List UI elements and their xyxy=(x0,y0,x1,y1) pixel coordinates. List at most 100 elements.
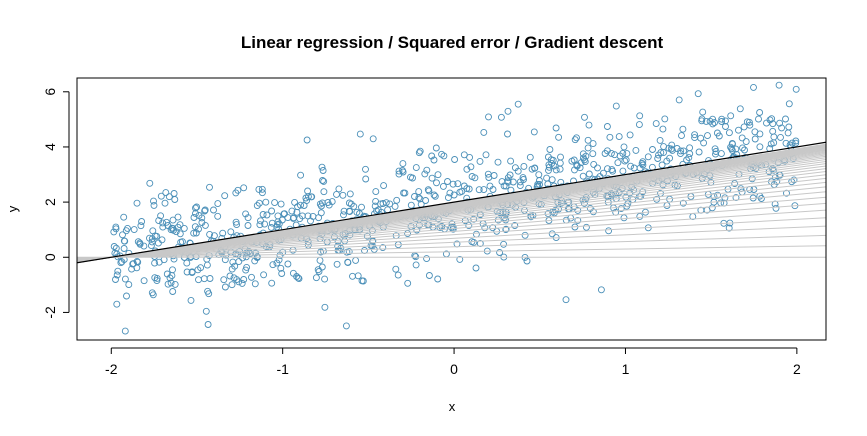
data-point xyxy=(317,248,325,256)
data-point xyxy=(728,145,736,153)
data-point xyxy=(668,141,676,149)
data-point xyxy=(546,146,554,153)
final-fit-line xyxy=(77,141,826,264)
data-point xyxy=(741,146,748,154)
data-point xyxy=(636,112,644,120)
data-point xyxy=(255,185,263,193)
data-point xyxy=(756,143,764,151)
data-point xyxy=(421,170,429,178)
data-point xyxy=(317,209,325,217)
data-point xyxy=(658,161,666,169)
data-point xyxy=(404,230,412,238)
data-point xyxy=(766,116,774,124)
data-point xyxy=(654,155,662,162)
data-point xyxy=(394,271,402,279)
data-point xyxy=(121,275,129,283)
data-point xyxy=(409,174,416,182)
data-point xyxy=(232,218,240,226)
data-point xyxy=(632,146,640,154)
data-point xyxy=(500,240,508,248)
x-tick-label: 1 xyxy=(622,361,630,377)
data-point xyxy=(120,245,128,252)
data-point xyxy=(673,145,681,152)
data-point xyxy=(465,222,473,230)
data-point xyxy=(278,270,286,277)
data-point xyxy=(161,199,169,207)
data-point xyxy=(284,260,292,268)
data-point xyxy=(431,192,439,200)
data-point xyxy=(362,165,369,173)
data-point xyxy=(243,263,251,271)
data-point xyxy=(785,123,793,131)
data-point xyxy=(666,154,674,162)
data-point xyxy=(722,117,729,125)
x-tick-label: 2 xyxy=(793,361,801,377)
data-point xyxy=(146,234,153,242)
data-point xyxy=(316,256,324,264)
data-point xyxy=(157,212,165,220)
data-point xyxy=(507,157,515,165)
data-point xyxy=(718,118,726,125)
data-point xyxy=(450,191,458,199)
data-point xyxy=(466,153,474,161)
data-point xyxy=(334,242,342,250)
data-point xyxy=(475,186,483,194)
data-point xyxy=(206,183,213,191)
data-point xyxy=(557,153,564,161)
data-point xyxy=(120,213,128,221)
data-point xyxy=(159,223,167,231)
data-point xyxy=(660,149,667,157)
x-tick-label: -2 xyxy=(105,361,118,377)
data-point xyxy=(714,191,722,199)
data-point xyxy=(584,136,592,144)
data-point xyxy=(460,151,468,159)
data-point xyxy=(342,322,350,330)
y-axis-label: y xyxy=(5,205,20,212)
axes-layer: -2 -1 0 1 2 -2 0 2 4 6 xyxy=(42,88,801,377)
data-point xyxy=(117,259,125,267)
data-point xyxy=(481,224,489,232)
data-point xyxy=(449,223,457,231)
data-point xyxy=(627,162,635,170)
y-tick-label: 0 xyxy=(42,253,58,261)
data-point xyxy=(511,222,519,229)
data-point xyxy=(449,180,457,188)
data-point xyxy=(454,180,462,188)
data-point xyxy=(520,176,527,183)
data-point xyxy=(130,260,137,268)
data-point xyxy=(755,115,762,123)
data-point xyxy=(401,189,409,197)
data-point xyxy=(333,260,341,268)
data-point xyxy=(581,113,588,121)
data-point xyxy=(121,327,129,335)
data-point xyxy=(358,277,366,285)
data-point xyxy=(112,276,119,283)
data-point xyxy=(585,121,593,129)
data-point xyxy=(635,121,643,129)
data-point xyxy=(206,230,214,238)
data-point xyxy=(423,255,431,263)
data-point xyxy=(504,130,511,138)
data-point xyxy=(347,200,355,208)
data-point xyxy=(361,247,368,254)
data-point xyxy=(274,218,282,226)
data-point xyxy=(520,162,528,170)
data-point xyxy=(214,212,222,220)
data-point xyxy=(757,195,765,202)
data-point xyxy=(379,200,387,207)
data-point xyxy=(484,170,492,178)
data-point xyxy=(745,118,753,126)
data-point xyxy=(257,217,264,225)
data-point xyxy=(192,229,200,237)
data-point xyxy=(500,182,508,190)
data-point xyxy=(556,165,564,173)
data-point xyxy=(552,124,560,132)
data-point xyxy=(369,135,377,143)
data-point xyxy=(404,279,412,287)
data-point xyxy=(599,169,607,177)
data-point xyxy=(165,193,173,201)
data-point xyxy=(356,130,364,138)
data-point xyxy=(430,191,438,199)
data-point xyxy=(630,164,638,172)
data-point xyxy=(192,204,199,212)
